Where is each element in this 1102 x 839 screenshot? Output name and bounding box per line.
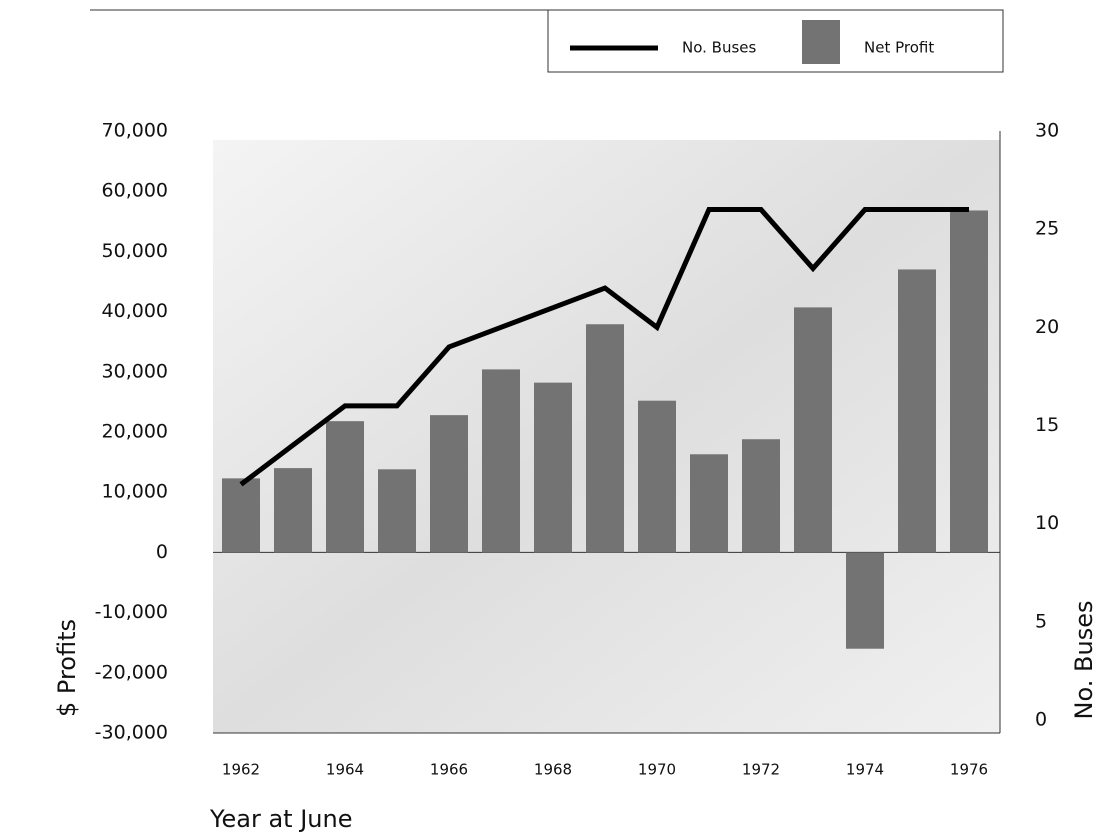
bar <box>430 415 468 552</box>
y-tick-label: -20,000 <box>95 661 168 683</box>
y-tick-label: 20,000 <box>102 421 168 443</box>
legend-box <box>548 10 1003 72</box>
y2-tick-label: 10 <box>1035 512 1059 534</box>
bar <box>482 369 520 552</box>
y2-tick-label: 15 <box>1035 414 1059 436</box>
x-tick-label: 1962 <box>222 761 260 779</box>
bar <box>638 401 676 553</box>
y2-tick-label: 0 <box>1035 709 1047 731</box>
x-tick-label: 1966 <box>430 761 468 779</box>
bar <box>690 454 728 552</box>
bar <box>326 421 364 552</box>
bar <box>586 324 624 552</box>
y2-axis-title: No. Buses <box>1070 601 1098 720</box>
y2-tick-label: 20 <box>1035 316 1059 338</box>
legend-label: No. Buses <box>682 39 757 57</box>
bar <box>222 478 260 552</box>
chart: Year at June $ Profits No. Buses -30,000… <box>0 0 1102 839</box>
x-tick-label: 1970 <box>638 761 676 779</box>
y2-tick-label: 25 <box>1035 218 1059 240</box>
bar <box>794 307 832 552</box>
y-tick-label: 50,000 <box>102 240 168 262</box>
legend-swatch <box>802 20 840 64</box>
bar <box>742 439 780 552</box>
bar <box>274 468 312 552</box>
y-tick-label: 60,000 <box>102 180 168 202</box>
x-tick-label: 1968 <box>534 761 572 779</box>
y-tick-label: 30,000 <box>102 360 168 382</box>
y-axis-title: $ Profits <box>53 619 81 717</box>
bar <box>378 469 416 552</box>
legend-label: Net Profit <box>864 39 934 57</box>
y2-tick-label: 30 <box>1035 120 1059 142</box>
x-tick-label: 1964 <box>326 761 364 779</box>
bar <box>898 269 936 552</box>
y-tick-label: 40,000 <box>102 300 168 322</box>
bar <box>534 383 572 553</box>
y-tick-label: -30,000 <box>95 722 168 744</box>
x-tick-label: 1974 <box>846 761 884 779</box>
y-tick-label: 70,000 <box>102 120 168 142</box>
y-tick-label: -10,000 <box>95 601 168 623</box>
y-tick-label: 10,000 <box>102 481 168 503</box>
bar <box>846 552 884 648</box>
x-axis-title: Year at June <box>209 805 352 833</box>
x-tick-label: 1972 <box>742 761 780 779</box>
y-tick-label: 0 <box>156 541 168 563</box>
bar <box>950 210 988 552</box>
x-tick-label: 1976 <box>950 761 988 779</box>
y2-tick-label: 5 <box>1035 610 1047 632</box>
